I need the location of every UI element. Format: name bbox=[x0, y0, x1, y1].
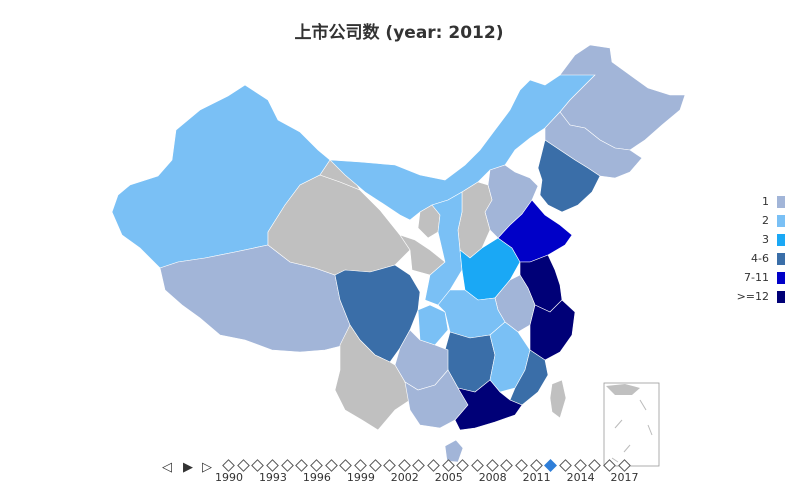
legend-swatch bbox=[777, 253, 785, 265]
legend-label: 4-6 bbox=[751, 252, 769, 265]
legend-label: 2 bbox=[762, 214, 769, 227]
timeline-tick[interactable] bbox=[500, 459, 514, 472]
legend-item[interactable]: 2 bbox=[735, 212, 785, 231]
region-hubei[interactable] bbox=[437, 289, 506, 339]
prev-icon[interactable]: ◁ bbox=[162, 460, 172, 475]
inset-island-dash bbox=[647, 424, 653, 436]
timeline-tick[interactable] bbox=[397, 459, 411, 472]
timeline-tick[interactable] bbox=[471, 459, 484, 472]
legend-swatch bbox=[777, 196, 785, 208]
legend-swatch bbox=[777, 215, 785, 227]
region-heilongjiang[interactable] bbox=[559, 44, 686, 151]
inset-island-dash bbox=[611, 457, 619, 463]
play-icon[interactable]: ▶ bbox=[183, 460, 193, 475]
timeline-tick[interactable] bbox=[529, 459, 543, 472]
timeline-tick[interactable] bbox=[324, 459, 338, 472]
timeline-label: 2017 bbox=[610, 471, 639, 484]
legend-item[interactable]: 7-11 bbox=[735, 269, 785, 288]
timeline-label: 1996 bbox=[302, 471, 331, 484]
legend-label: 3 bbox=[762, 233, 769, 246]
legend-swatch bbox=[777, 272, 785, 284]
region-hainan[interactable] bbox=[444, 439, 464, 463]
timeline[interactable]: ◁ ▶ ▷ 1990 1993 1996 1999 2002 2005 2008 2011 20… bbox=[0, 455, 798, 495]
timeline-tick[interactable] bbox=[353, 459, 367, 472]
legend-swatch bbox=[777, 291, 785, 303]
legend-swatch bbox=[777, 234, 785, 246]
timeline-tick[interactable] bbox=[295, 459, 309, 472]
timeline-tick[interactable] bbox=[559, 459, 572, 472]
timeline-tick[interactable] bbox=[544, 459, 558, 472]
timeline-label: 2014 bbox=[566, 471, 595, 484]
timeline-tick[interactable] bbox=[222, 459, 235, 472]
timeline-tick[interactable] bbox=[603, 459, 616, 472]
timeline-tick[interactable] bbox=[251, 459, 265, 472]
region-shandong[interactable] bbox=[497, 199, 573, 263]
timeline-tick[interactable] bbox=[485, 459, 499, 472]
region-chongqing[interactable] bbox=[417, 304, 449, 346]
legend-label: >=12 bbox=[736, 290, 769, 303]
timeline-label: 2008 bbox=[478, 471, 507, 484]
timeline-tick[interactable] bbox=[573, 459, 587, 472]
timeline-tick[interactable] bbox=[441, 459, 455, 472]
next-icon[interactable]: ▷ bbox=[202, 460, 212, 475]
legend-item[interactable]: 4-6 bbox=[735, 250, 785, 269]
south-china-sea-inset bbox=[603, 382, 660, 467]
legend-item[interactable]: 3 bbox=[735, 231, 785, 250]
timeline-label: 1999 bbox=[346, 471, 375, 484]
timeline-label: 2005 bbox=[434, 471, 463, 484]
timeline-label: 1993 bbox=[258, 471, 287, 484]
timeline-label: 1990 bbox=[215, 471, 243, 484]
map-title: 上市公司数 (year: 2012) bbox=[294, 23, 504, 43]
timeline-tick[interactable] bbox=[617, 459, 631, 472]
legend-item[interactable]: 1 bbox=[735, 193, 785, 212]
legend-item[interactable]: >=12 bbox=[735, 288, 785, 307]
inset-island-dash bbox=[614, 419, 623, 429]
region-guangdong[interactable] bbox=[454, 379, 523, 431]
legend-label: 1 bbox=[762, 195, 769, 208]
timeline-tick[interactable] bbox=[588, 459, 602, 472]
timeline-tick[interactable] bbox=[280, 459, 294, 472]
timeline-tick[interactable] bbox=[383, 459, 397, 472]
timeline-tick[interactable] bbox=[236, 459, 250, 472]
timeline-label: 2011 bbox=[522, 471, 551, 484]
timeline-tick[interactable] bbox=[515, 459, 528, 472]
timeline-tick[interactable] bbox=[427, 459, 440, 472]
timeline-tick[interactable] bbox=[266, 459, 279, 472]
timeline-tick[interactable] bbox=[339, 459, 353, 472]
timeline-tick[interactable] bbox=[368, 459, 382, 472]
region-henan[interactable] bbox=[459, 237, 521, 301]
timeline-tick[interactable] bbox=[412, 459, 426, 472]
inset-landmass bbox=[606, 384, 640, 395]
legend: 1 2 3 4-6 7-11 >=12 bbox=[735, 193, 785, 307]
region-liaoning[interactable] bbox=[537, 139, 601, 213]
timeline-label: 2002 bbox=[390, 471, 419, 484]
legend-label: 7-11 bbox=[744, 271, 769, 284]
inset-island-dash bbox=[639, 399, 647, 411]
timeline-tick[interactable] bbox=[456, 459, 470, 472]
timeline-tick[interactable] bbox=[310, 459, 323, 472]
inset-island-dash bbox=[623, 444, 631, 453]
region-taiwan[interactable] bbox=[549, 379, 567, 419]
